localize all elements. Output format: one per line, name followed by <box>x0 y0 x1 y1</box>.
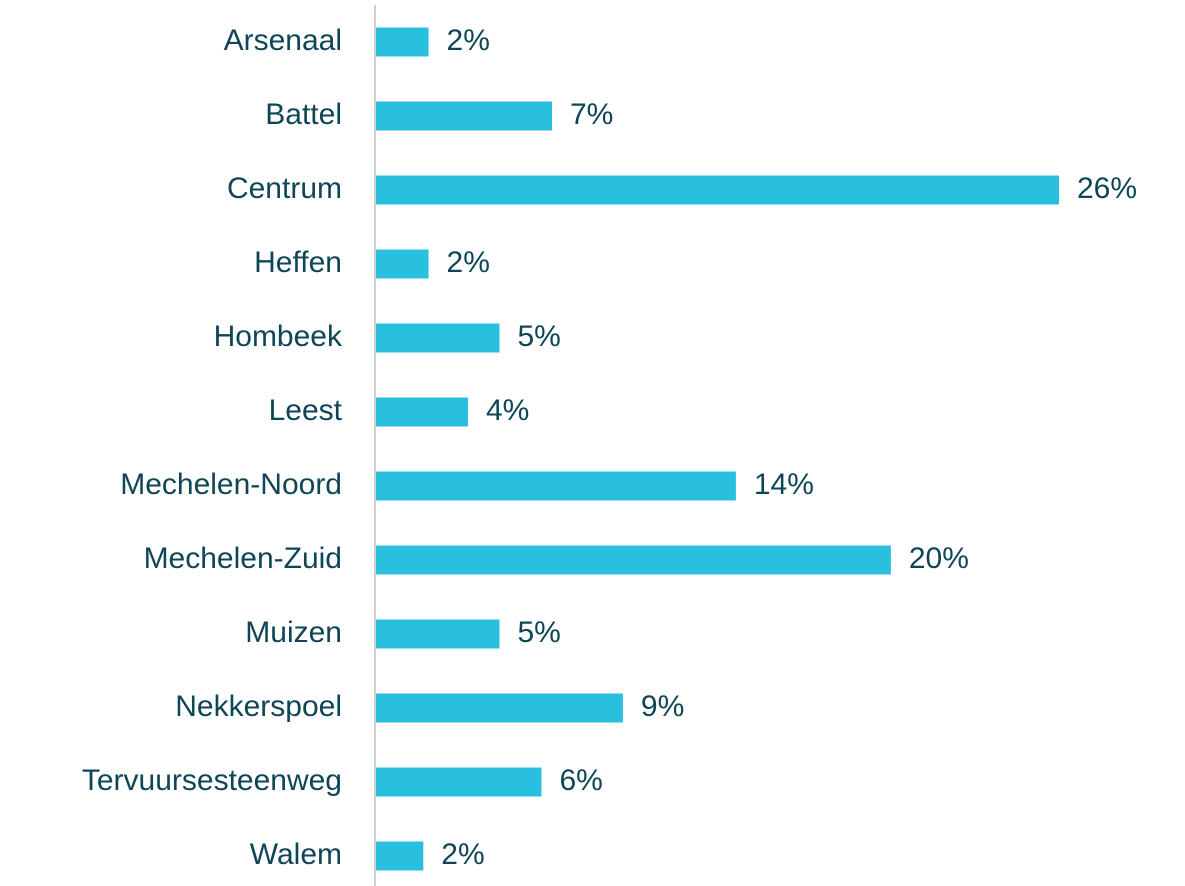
category-label: Mechelen-Noord <box>120 468 342 501</box>
value-label: 2% <box>447 246 490 279</box>
category-label: Walem <box>250 838 342 871</box>
category-label: Leest <box>269 394 343 427</box>
category-label: Nekkerspoel <box>175 690 342 723</box>
bar <box>376 767 542 797</box>
value-label: 4% <box>486 394 529 427</box>
value-label: 26% <box>1077 172 1137 205</box>
bar <box>376 693 623 723</box>
category-label: Hombeek <box>214 320 343 353</box>
category-label: Muizen <box>245 616 342 649</box>
bar <box>376 545 891 575</box>
value-label: 7% <box>570 98 613 131</box>
value-label: 6% <box>559 764 602 797</box>
bar <box>376 27 429 57</box>
category-label: Heffen <box>254 246 342 279</box>
value-label: 2% <box>447 24 490 57</box>
category-label: Battel <box>265 98 342 131</box>
value-label: 5% <box>517 616 560 649</box>
bar <box>376 397 468 427</box>
bar <box>376 471 736 501</box>
bar <box>376 175 1059 205</box>
value-label: 14% <box>754 468 814 501</box>
value-label: 5% <box>517 320 560 353</box>
bar <box>376 249 429 279</box>
category-label: Tervuursesteenweg <box>82 764 342 797</box>
bar <box>376 841 424 871</box>
bar <box>376 619 500 649</box>
bar <box>376 101 553 131</box>
category-label: Mechelen-Zuid <box>144 542 342 575</box>
bar <box>376 323 500 353</box>
category-label: Arsenaal <box>224 24 342 57</box>
value-label: 20% <box>909 542 969 575</box>
category-label: Centrum <box>227 172 342 205</box>
value-label: 2% <box>441 838 484 871</box>
value-label: 9% <box>641 690 684 723</box>
